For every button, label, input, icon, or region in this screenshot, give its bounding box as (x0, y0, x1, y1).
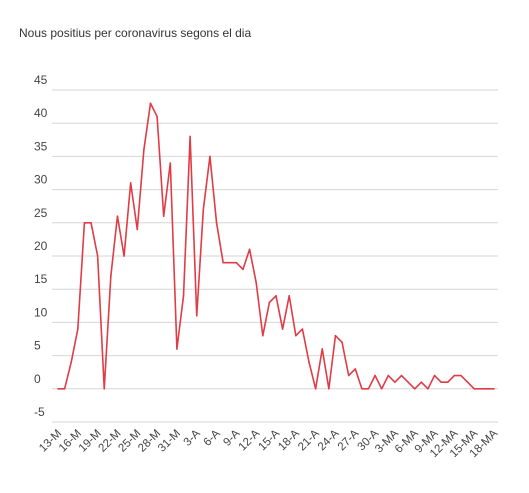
y-tick-label: 0 (34, 372, 41, 386)
data-point (242, 268, 244, 271)
data-point (341, 341, 343, 344)
data-point (83, 222, 86, 224)
data-point (446, 381, 449, 383)
data-point (394, 381, 396, 383)
data-point (261, 334, 264, 337)
data-point (420, 381, 423, 383)
series-line (58, 102, 494, 390)
data-point (189, 135, 191, 138)
gridlines (52, 89, 498, 423)
data-point (268, 301, 271, 304)
y-tick-label: 25 (34, 206, 48, 220)
data-point (466, 381, 469, 383)
data-point (400, 374, 403, 377)
series-layer (57, 102, 495, 390)
data-point (301, 328, 304, 330)
data-point (479, 388, 482, 390)
y-tick-label: 30 (34, 173, 48, 187)
data-point (202, 208, 205, 211)
y-axis-ticks: -5 0 5 10 15 20 25 30 35 40 45 (34, 73, 48, 419)
x-tick-label: 31-M (156, 428, 183, 455)
y-tick-label: 40 (34, 106, 48, 120)
data-point (255, 281, 257, 284)
data-point (136, 228, 139, 231)
data-point (387, 374, 390, 377)
data-point (235, 261, 238, 264)
data-point (328, 388, 330, 390)
data-point (162, 215, 165, 217)
data-point (433, 374, 436, 377)
data-point (440, 381, 442, 383)
data-point (367, 388, 370, 390)
data-point (77, 328, 79, 330)
data-point (453, 374, 456, 377)
data-point (103, 388, 106, 390)
x-tick-label: 24-A (316, 427, 342, 453)
data-point (182, 295, 185, 297)
data-point (407, 381, 409, 383)
data-point (149, 102, 152, 105)
data-point (228, 261, 231, 264)
data-point (70, 361, 73, 364)
data-point (63, 388, 66, 390)
data-point (380, 388, 383, 390)
data-point (222, 261, 224, 264)
y-tick-label: 15 (34, 272, 48, 286)
y-tick-label: 10 (34, 305, 48, 319)
data-point (90, 222, 92, 224)
data-point (96, 255, 99, 257)
data-point (169, 162, 172, 164)
data-point (129, 182, 132, 184)
x-tick-label: 18-A (276, 427, 302, 453)
x-tick-label: 6-A (202, 427, 223, 448)
data-point (354, 368, 357, 370)
x-axis-ticks: 13-M16-M19-M22-M25-M28-M31-M3-A6-A9-A12-… (37, 427, 500, 460)
y-tick-label: 20 (34, 239, 48, 253)
data-point (156, 115, 158, 118)
data-point (215, 222, 218, 224)
data-point (473, 388, 475, 390)
data-point (275, 295, 277, 297)
data-point (427, 388, 429, 390)
data-point (460, 374, 462, 377)
data-point (116, 215, 119, 217)
x-tick-label: 15-A (256, 427, 282, 453)
data-point (314, 388, 317, 390)
data-point (361, 388, 363, 390)
x-tick-label: 21-A (296, 427, 322, 453)
data-point (209, 155, 211, 158)
data-point (321, 348, 324, 350)
data-point (195, 314, 198, 317)
data-point (493, 388, 495, 390)
data-point (143, 148, 145, 151)
y-tick-label: -5 (34, 405, 45, 419)
y-tick-label: 45 (34, 73, 48, 87)
y-tick-label: 35 (34, 139, 48, 153)
data-point (334, 334, 337, 337)
data-point (288, 295, 291, 297)
data-point (295, 334, 297, 337)
data-point (486, 388, 489, 390)
data-point (281, 328, 284, 330)
data-point (110, 275, 112, 277)
chart-title: Nous positius per coronavirus segons el … (19, 26, 252, 40)
data-point (347, 374, 350, 377)
data-point (248, 248, 251, 251)
y-tick-label: 5 (34, 339, 41, 353)
data-point (374, 374, 376, 377)
data-point (123, 255, 125, 257)
x-tick-label: 3-A (182, 427, 203, 448)
data-point (308, 361, 310, 364)
x-tick-label: 27-A (336, 427, 362, 453)
data-point (413, 388, 416, 390)
data-point (176, 348, 178, 350)
x-tick-label: 12-A (237, 427, 263, 453)
data-point (57, 388, 59, 390)
